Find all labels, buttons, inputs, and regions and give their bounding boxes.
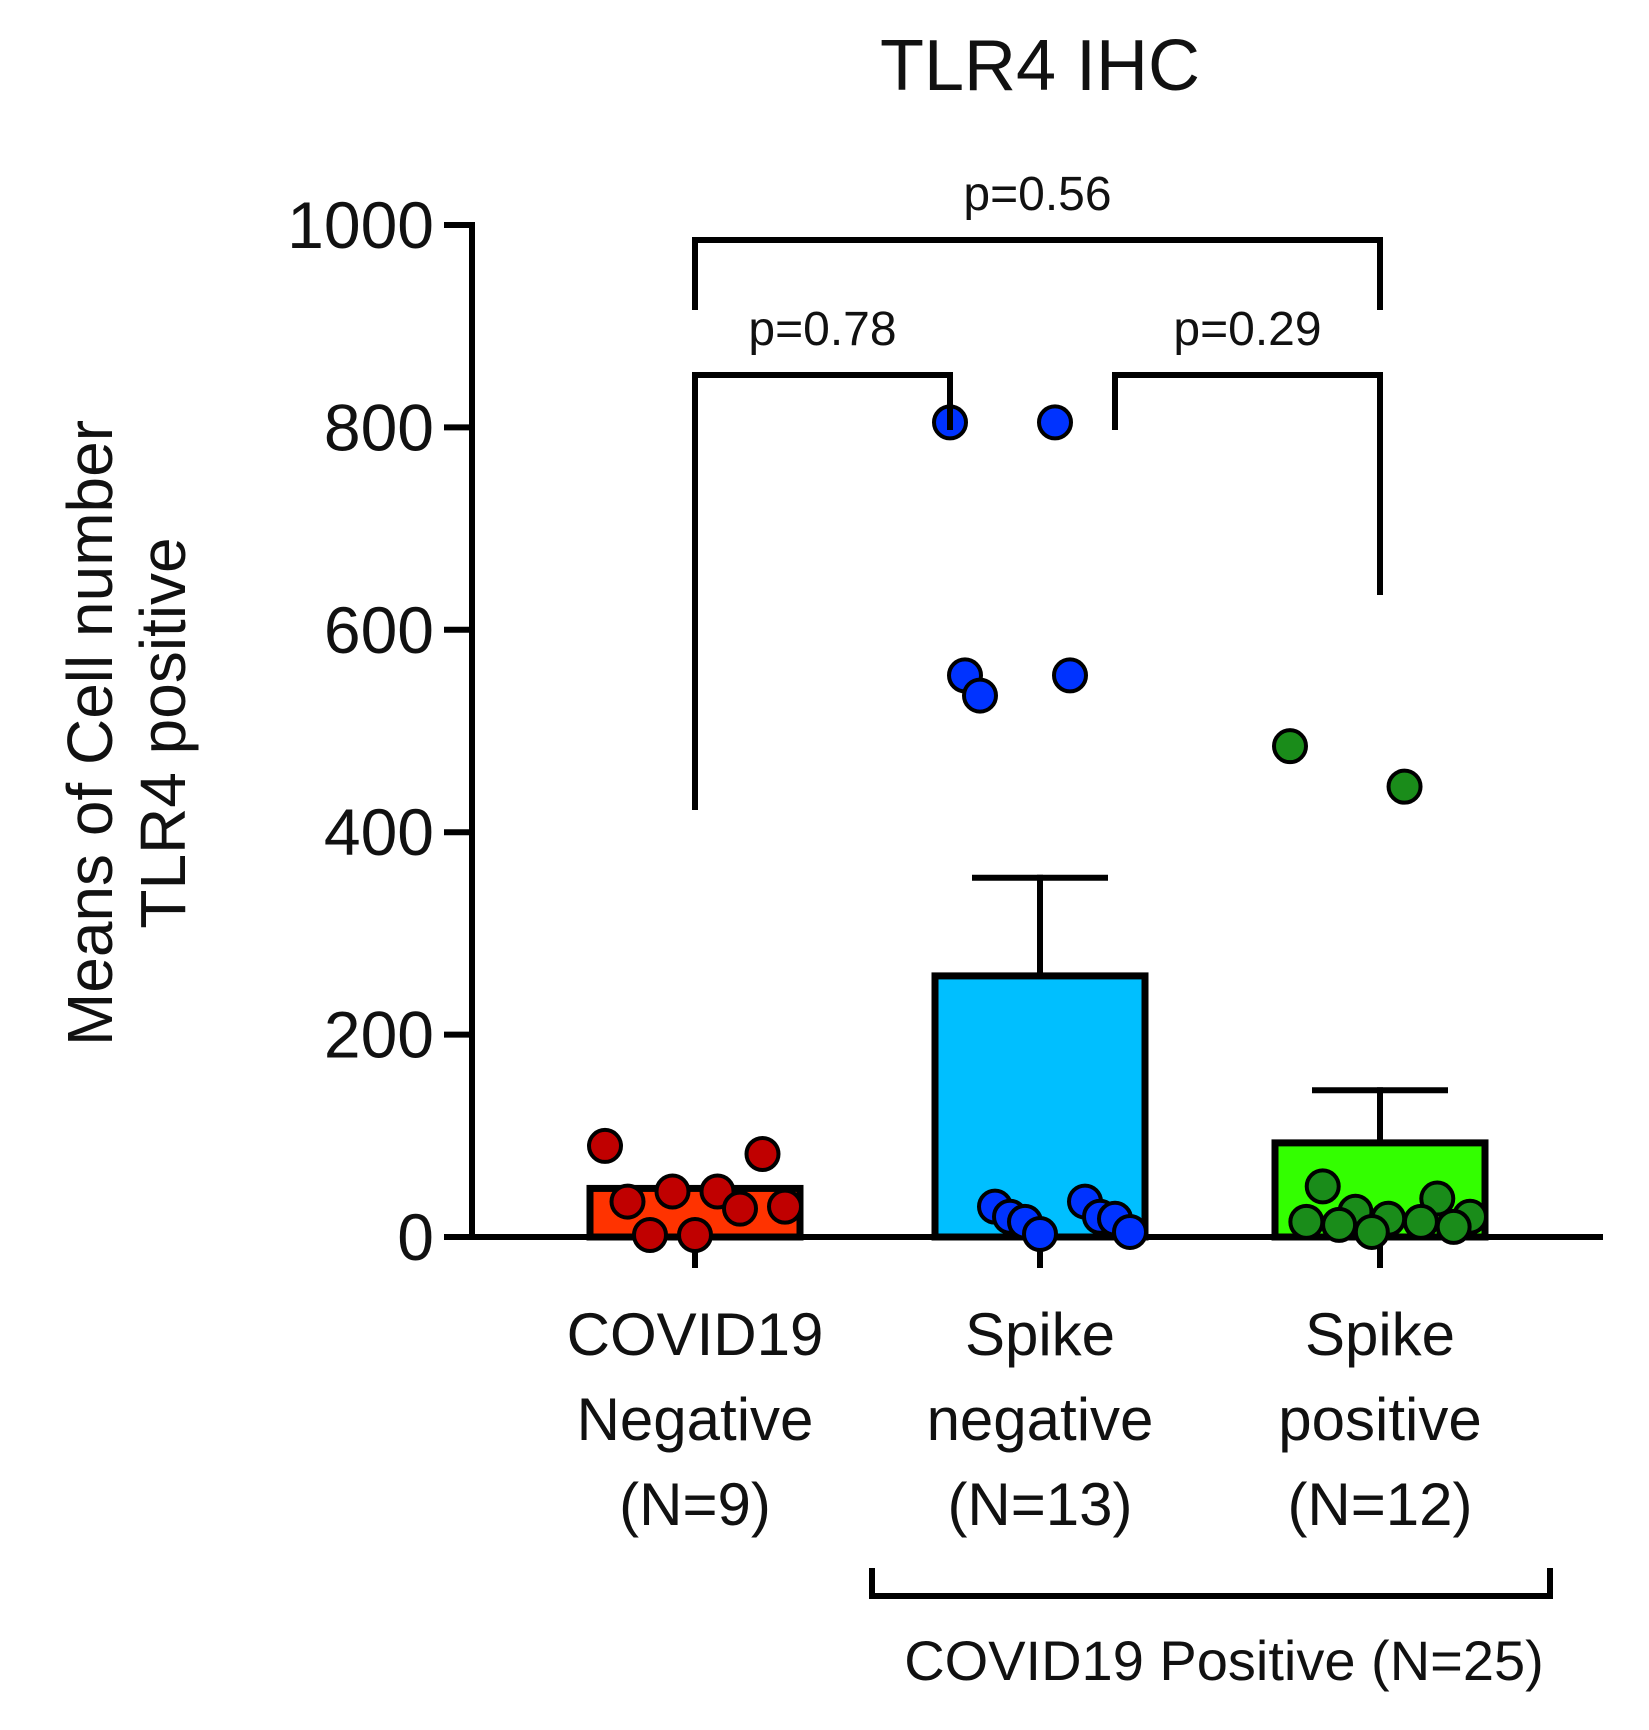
comparison-bracket-2 bbox=[1112, 372, 1383, 595]
category-label-0-line-0: COVID19 bbox=[567, 1301, 824, 1368]
y-tick-label-1: 200 bbox=[324, 998, 434, 1072]
group-label: COVID19 Positive (N=25) bbox=[904, 1629, 1544, 1692]
category-label-2-line-1: positive bbox=[1278, 1386, 1481, 1453]
y-tick-label-5: 1000 bbox=[287, 188, 434, 262]
data-point-2-0 bbox=[1272, 728, 1308, 765]
category-label-1-line-2: (N=13) bbox=[947, 1471, 1132, 1538]
chart-title: TLR4 IHC bbox=[880, 26, 1200, 106]
data-point-1-11 bbox=[1112, 1213, 1148, 1250]
data-point-1-12 bbox=[1022, 1215, 1058, 1252]
category-label-0-line-1: Negative bbox=[577, 1386, 814, 1453]
y-axis-label-line-1: Means of Cell number bbox=[54, 420, 126, 1046]
category-label-2-line-0: Spike bbox=[1305, 1301, 1455, 1368]
category-label-2-line-2: (N=12) bbox=[1287, 1471, 1472, 1538]
data-point-0-8 bbox=[632, 1216, 668, 1253]
data-point-2-9 bbox=[1321, 1206, 1358, 1243]
p-value-label-0: p=0.56 bbox=[963, 168, 1111, 221]
data-point-1-4 bbox=[962, 677, 998, 714]
data-point-2-8 bbox=[1402, 1203, 1439, 1240]
group-bracket bbox=[869, 1568, 1553, 1599]
comparison-bracket-1 bbox=[692, 372, 953, 810]
data-point-1-3 bbox=[1052, 657, 1088, 694]
comparison-bracket-0 bbox=[692, 237, 1383, 310]
data-point-2-11 bbox=[1353, 1213, 1390, 1250]
data-point-0-1 bbox=[744, 1136, 781, 1173]
y-tick-label-3: 600 bbox=[324, 593, 434, 667]
data-point-0-7 bbox=[677, 1216, 713, 1253]
y-tick-label-4: 800 bbox=[324, 390, 434, 464]
data-point-1-1 bbox=[1037, 404, 1073, 441]
data-point-0-4 bbox=[609, 1183, 646, 1220]
p-value-label-2: p=0.29 bbox=[1173, 303, 1321, 356]
category-label-0-line-2: (N=9) bbox=[619, 1471, 771, 1538]
p-value-label-1: p=0.78 bbox=[748, 303, 896, 356]
data-point-0-3 bbox=[654, 1173, 691, 1210]
data-point-2-1 bbox=[1386, 768, 1423, 805]
y-axis-label-line-2: TLR4 positive bbox=[127, 537, 199, 928]
category-label-1-line-1: negative bbox=[927, 1386, 1154, 1453]
y-tick-label-2: 400 bbox=[324, 795, 434, 869]
data-point-2-2 bbox=[1304, 1168, 1341, 1205]
data-point-0-0 bbox=[587, 1127, 623, 1164]
category-label-1-line-0: Spike bbox=[965, 1301, 1115, 1368]
data-point-2-7 bbox=[1288, 1203, 1325, 1240]
plot-area: 0 200 400 600 800 1000 COVID19 Negative (N=9) Spi… bbox=[287, 168, 1603, 1599]
data-point-0-6 bbox=[722, 1190, 758, 1227]
y-tick-label-0: 0 bbox=[397, 1200, 434, 1274]
bar-1 bbox=[931, 972, 1149, 1241]
data-point-0-5 bbox=[767, 1188, 803, 1225]
data-point-2-10 bbox=[1435, 1208, 1472, 1245]
